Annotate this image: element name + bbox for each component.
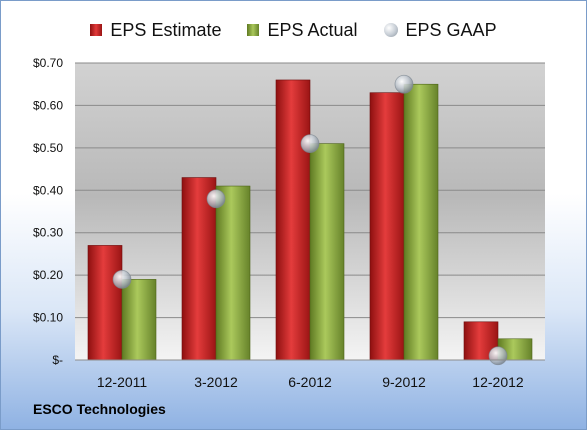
x-tick-label: 6-2012 xyxy=(288,374,332,390)
company-name: ESCO Technologies xyxy=(33,401,166,417)
bar-eps-estimate xyxy=(181,177,217,361)
marker-eps-gaap xyxy=(488,346,508,366)
x-tick-label: 12-2012 xyxy=(472,374,524,390)
legend-swatch-eps-actual xyxy=(247,24,260,36)
bar-eps-estimate xyxy=(275,79,311,361)
legend-label-eps-gaap: EPS GAAP xyxy=(405,19,497,40)
marker-eps-gaap xyxy=(112,269,132,289)
chart-legend: EPS Estimate EPS Actual EPS GAAP xyxy=(1,15,586,45)
legend-item-eps-gaap: EPS GAAP xyxy=(383,19,497,41)
x-tick-label: 12-2011 xyxy=(97,374,148,390)
eps-chart: $- $0.10 $0.20 $0.30 $0.40 $0.50 $0.60 $0.70 12… xyxy=(33,56,545,390)
y-tick-label: $0.70 xyxy=(33,56,63,70)
bar-eps-actual xyxy=(121,279,157,361)
legend-label-eps-estimate: EPS Estimate xyxy=(110,19,222,40)
x-tick-label: 9-2012 xyxy=(382,374,426,390)
y-tick-label: $0.10 xyxy=(33,311,63,325)
legend-swatch-eps-estimate xyxy=(90,24,103,36)
marker-eps-gaap xyxy=(300,134,320,154)
legend-label-eps-actual: EPS Actual xyxy=(267,19,358,40)
y-tick-label: $0.50 xyxy=(33,141,63,155)
legend-swatch-eps-gaap xyxy=(383,23,398,37)
y-tick-label: $- xyxy=(52,353,63,367)
legend-item-eps-estimate: EPS Estimate xyxy=(90,20,221,41)
x-tick-label: 3-2012 xyxy=(194,374,238,390)
marker-eps-gaap xyxy=(394,74,414,94)
bar-eps-actual xyxy=(215,185,251,361)
y-tick-label: $0.40 xyxy=(33,183,63,197)
bar-eps-estimate xyxy=(369,92,405,361)
marker-eps-gaap xyxy=(206,189,226,209)
bar-eps-estimate xyxy=(87,245,123,361)
y-tick-label: $0.30 xyxy=(33,226,63,240)
bar-eps-actual xyxy=(309,143,345,361)
bar-eps-actual xyxy=(403,83,439,361)
y-tick-label: $0.60 xyxy=(33,98,63,112)
legend-item-eps-actual: EPS Actual xyxy=(247,19,358,41)
y-tick-label: $0.20 xyxy=(33,268,63,282)
